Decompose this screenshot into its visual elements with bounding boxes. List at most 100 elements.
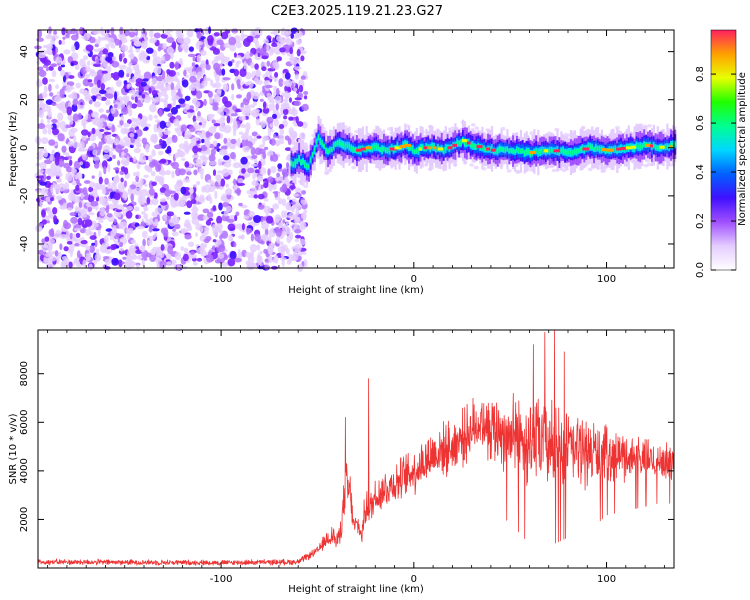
heatmap-cell <box>289 57 298 65</box>
colorbar-tick-label: 0.0 <box>695 262 706 278</box>
heatmap-cell <box>404 143 412 147</box>
heatmap-cell <box>171 199 176 204</box>
heatmap-cell <box>149 37 157 44</box>
heatmap-cell <box>165 169 171 176</box>
heatmap-cell <box>192 261 198 266</box>
heatmap-cell <box>174 251 182 261</box>
heatmap-cell <box>253 101 257 106</box>
heatmap-cell <box>575 149 578 155</box>
heatmap-cell <box>193 120 198 129</box>
heatmap-cell <box>192 115 197 123</box>
heatmap-cell <box>73 259 79 264</box>
heatmap-cell <box>289 130 298 139</box>
heatmap-cell <box>223 162 232 168</box>
spectrogram-x-axis-label: Height of straight line (km) <box>288 285 424 296</box>
heatmap-cell <box>550 148 553 152</box>
heatmap-cell <box>290 32 295 39</box>
heatmap-cell <box>417 148 420 153</box>
heatmap-cell <box>143 174 149 178</box>
heatmap-cell <box>569 150 573 155</box>
heatmap-cell <box>122 95 130 102</box>
heatmap-cell <box>131 103 138 109</box>
heatmap-cell <box>188 46 194 52</box>
heatmap-cell <box>179 197 183 204</box>
heatmap-cell <box>135 142 142 148</box>
heatmap-cell <box>290 201 296 205</box>
heatmap-cell <box>224 199 231 203</box>
colorbar-frame <box>710 29 737 271</box>
heatmap-cell <box>278 134 285 143</box>
heatmap-cell <box>127 227 134 234</box>
heatmap-cell <box>107 37 115 45</box>
heatmap-cell <box>213 123 221 127</box>
heatmap-cell <box>207 211 214 218</box>
heatmap-cell <box>151 89 158 97</box>
heatmap-cell <box>50 228 54 236</box>
heatmap-cell <box>52 207 58 215</box>
heatmap-cell <box>280 230 288 236</box>
heatmap-cell <box>301 190 307 195</box>
heatmap-cell <box>233 178 237 186</box>
heatmap-cell <box>209 180 215 186</box>
heatmap-cell <box>253 215 262 223</box>
heatmap-cell <box>192 55 196 62</box>
heatmap-cell <box>78 201 83 209</box>
heatmap-cell <box>133 147 141 154</box>
heatmap-cell <box>51 63 58 67</box>
heatmap-cell <box>200 242 205 248</box>
heatmap-cell <box>183 69 187 77</box>
heatmap-cell <box>535 149 538 153</box>
heatmap-cell <box>214 132 221 140</box>
heatmap-cell <box>203 184 212 193</box>
heatmap-cell <box>120 166 126 172</box>
heatmap-cell <box>276 35 283 42</box>
heatmap-cell <box>350 146 353 151</box>
heatmap-cell <box>111 124 116 133</box>
heatmap-cell <box>127 83 132 88</box>
heatmap-cell <box>168 152 172 157</box>
heatmap-cell <box>127 187 132 195</box>
heatmap-cell <box>309 158 312 162</box>
heatmap-cell <box>183 222 192 228</box>
heatmap-cell <box>110 27 115 36</box>
heatmap-cell <box>259 250 263 255</box>
heatmap-cell <box>282 108 289 116</box>
heatmap-cell <box>219 229 224 234</box>
heatmap-cell <box>228 234 234 242</box>
heatmap-cell <box>216 175 222 181</box>
heatmap-cell <box>74 243 80 247</box>
heatmap-cell <box>156 81 164 90</box>
heatmap-cell <box>384 147 388 153</box>
heatmap-cell <box>562 148 565 153</box>
heatmap-cell <box>131 94 140 98</box>
heatmap-cell <box>104 177 109 185</box>
heatmap-cell <box>298 84 304 93</box>
heatmap-cell <box>157 75 163 82</box>
heatmap-cell <box>191 62 196 67</box>
heatmap-cell <box>245 50 250 60</box>
heatmap-cell <box>267 128 271 137</box>
heatmap-cell <box>577 149 580 153</box>
heatmap-cell <box>111 61 120 68</box>
heatmap-cell <box>190 199 197 205</box>
heatmap-cell <box>75 232 81 239</box>
heatmap-cell <box>273 254 279 264</box>
heatmap-cell <box>579 147 582 152</box>
heatmap-cell <box>304 95 308 100</box>
heatmap-cell <box>107 52 114 58</box>
heatmap-cell <box>327 149 330 154</box>
heatmap-cell <box>38 223 44 227</box>
heatmap-cell <box>80 239 88 245</box>
heatmap-cell <box>596 145 600 151</box>
heatmap-cell <box>213 62 220 71</box>
heatmap-cell <box>296 49 301 57</box>
heatmap-cell <box>46 175 51 180</box>
heatmap-cell <box>249 52 254 57</box>
heatmap-cell <box>175 104 181 109</box>
heatmap-cell <box>232 123 238 131</box>
heatmap-cell <box>153 32 161 39</box>
heatmap-cell <box>41 238 46 244</box>
heatmap-cell <box>191 71 197 77</box>
heatmap-cell <box>411 146 415 152</box>
heatmap-cell <box>476 145 483 149</box>
